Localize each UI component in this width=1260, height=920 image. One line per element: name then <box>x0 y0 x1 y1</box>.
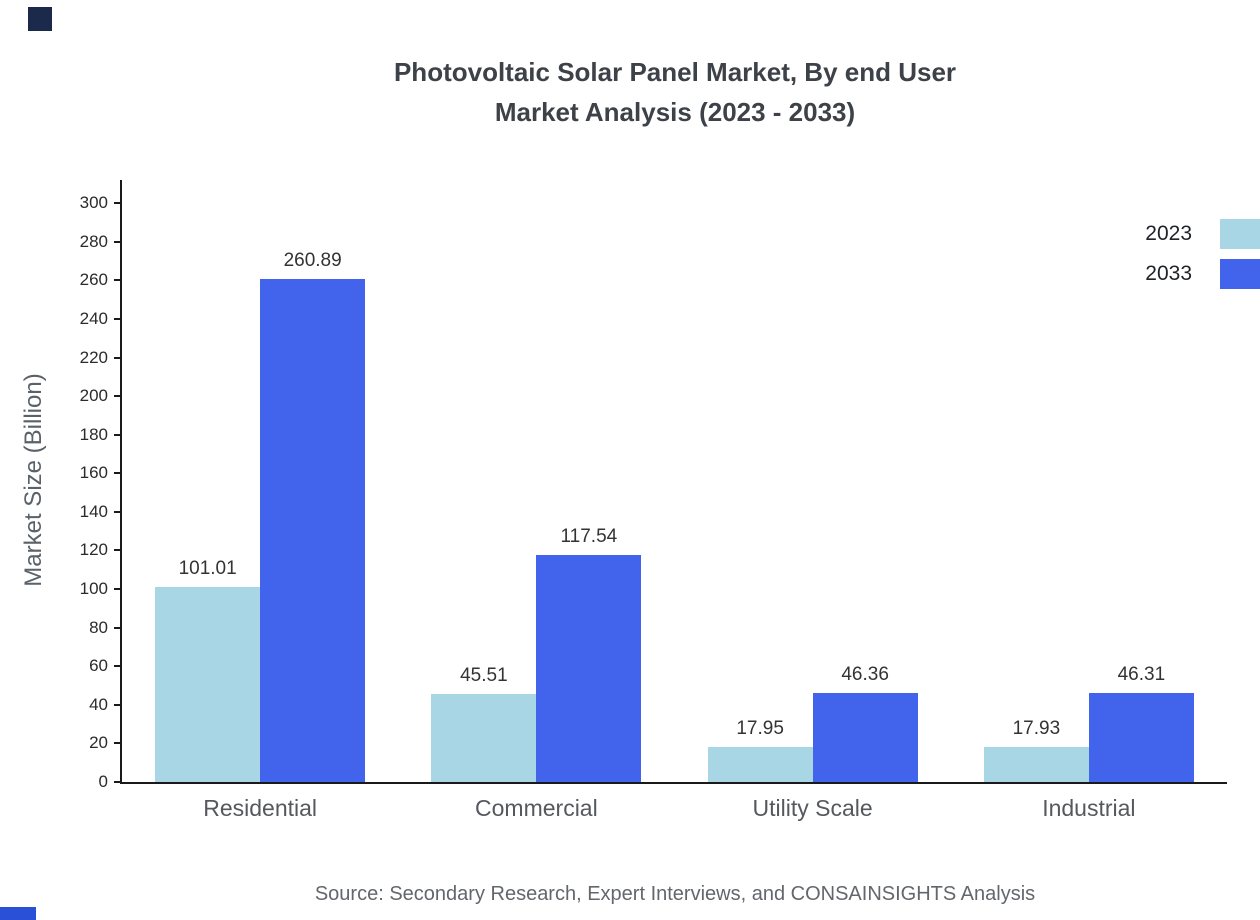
bar-value-2023-industrial: 17.93 <box>1012 718 1061 740</box>
legend-swatch-2033-icon <box>1220 259 1260 289</box>
y-tick-mark <box>114 356 122 359</box>
bar-value-2033-commercial: 117.54 <box>560 526 618 548</box>
legend-label-2023: 2023 <box>1145 222 1192 245</box>
y-tick-label-240: 240 <box>79 308 108 328</box>
bar-value-2023-commercial: 45.51 <box>460 665 508 687</box>
y-tick-label-160: 160 <box>79 463 108 483</box>
bar-value-2033-utility-scale: 46.36 <box>841 663 889 685</box>
y-tick-label-220: 220 <box>79 347 108 367</box>
y-tick-mark <box>114 703 122 706</box>
y-tick-mark <box>114 240 122 243</box>
x-category-label-utility-scale: Utility Scale <box>752 795 873 821</box>
decor-bar-bottom-left-icon <box>0 907 36 920</box>
y-tick-label-20: 20 <box>89 733 108 753</box>
bar-2033-utility-scale <box>812 692 918 782</box>
legend-item-2033: 2033 <box>1145 258 1260 290</box>
x-category-label-commercial: Commercial <box>475 795 598 821</box>
y-tick-mark <box>114 742 122 745</box>
decor-square-top-left-icon <box>28 7 52 31</box>
x-category-label-residential: Residential <box>203 795 318 821</box>
y-tick-mark <box>114 395 122 398</box>
y-tick-label-300: 300 <box>79 193 108 213</box>
y-tick-label-120: 120 <box>79 540 108 560</box>
legend-item-2023: 2023 <box>1145 218 1260 250</box>
y-tick-label-180: 180 <box>79 424 108 444</box>
plot-area: 0 20 40 60 80 100 120 140 160 180 200 220 240 260 280 3… <box>80 180 1227 821</box>
y-tick-label-60: 60 <box>89 656 108 676</box>
y-tick-label-100: 100 <box>79 579 108 599</box>
y-tick-mark <box>114 472 122 475</box>
y-tick-label-140: 140 <box>79 501 108 521</box>
y-tick-label-200: 200 <box>79 386 108 406</box>
y-tick-label-80: 80 <box>89 617 108 637</box>
chart-title-line-1: Photovoltaic Solar Panel Market, By end … <box>393 57 957 87</box>
y-tick-label-280: 280 <box>79 231 108 251</box>
bar-2033-residential <box>260 278 366 782</box>
legend-label-2033: 2033 <box>1145 262 1192 285</box>
bar-value-2033-industrial: 46.31 <box>1117 663 1166 685</box>
legend: 2023 2033 <box>1145 218 1260 298</box>
y-tick-mark <box>114 588 122 591</box>
y-tick-mark <box>114 781 122 783</box>
bar-2033-commercial <box>536 555 642 782</box>
y-axis-label: Market Size (Billion) <box>20 373 47 587</box>
y-tick-label-0: 0 <box>98 772 108 791</box>
y-tick-mark <box>114 626 122 629</box>
bar-2023-commercial <box>431 694 537 782</box>
y-tick-mark <box>114 665 122 668</box>
y-tick-label-40: 40 <box>89 694 108 714</box>
bar-2023-residential <box>155 587 261 782</box>
y-tick-mark <box>114 202 122 205</box>
y-tick-mark <box>114 317 122 320</box>
legend-swatch-2023-icon <box>1220 219 1260 249</box>
y-tick-mark <box>114 279 122 282</box>
bar-value-2023-utility-scale: 17.95 <box>736 718 784 740</box>
bar-value-2033-residential: 260.89 <box>283 249 342 271</box>
y-tick-mark <box>114 549 122 552</box>
bar-2023-industrial <box>983 747 1089 782</box>
bar-value-2023-residential: 101.01 <box>178 558 237 580</box>
bar-2023-utility-scale <box>707 747 813 782</box>
y-tick-mark <box>114 433 122 436</box>
chart-title: Photovoltaic Solar Panel Market, By end … <box>90 52 1260 133</box>
y-tick-label-260: 260 <box>79 270 108 290</box>
source-note: Source: Secondary Research, Expert Inter… <box>314 883 1036 905</box>
chart-title-line-2: Market Analysis (2023 - 2033) <box>494 97 856 128</box>
y-tick-mark <box>114 510 122 513</box>
x-category-label-industrial: Industrial <box>1042 795 1136 821</box>
bar-2033-industrial <box>1088 692 1194 782</box>
